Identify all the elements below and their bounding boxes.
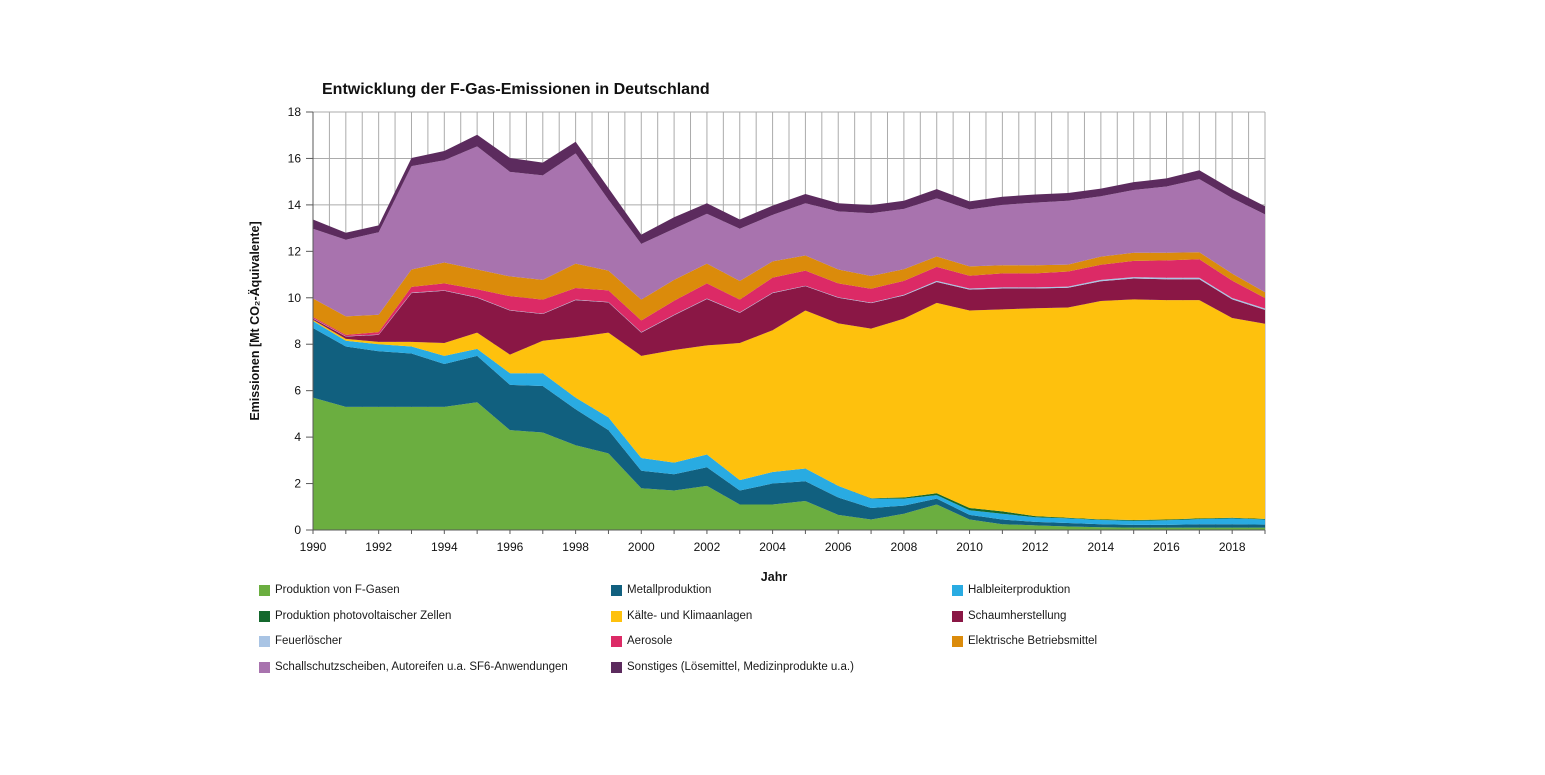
legend-swatch-icon — [611, 611, 622, 622]
y-tick-label: 8 — [294, 337, 301, 351]
legend-label: Aerosole — [627, 635, 673, 647]
axes — [306, 111, 1266, 534]
legend-label: Feuerlöscher — [275, 635, 343, 647]
y-tick-label: 16 — [288, 151, 302, 165]
chart-legend: Produktion von F-Gasen Metallproduktion Ha… — [0, 0, 1545, 673]
area-series-7 — [313, 259, 1265, 337]
legend-swatch-icon — [611, 662, 622, 673]
legend-swatch-icon — [259, 585, 270, 596]
legend-label: Elektrische Betriebsmittel — [968, 635, 1098, 647]
legend-swatch-icon — [611, 585, 622, 596]
legend-item-4: Kälte- und Klimaanlagen — [611, 610, 752, 623]
legend-item-1: Metallproduktion — [611, 584, 711, 597]
y-tick-label: 6 — [294, 384, 301, 398]
area-series-9 — [313, 146, 1265, 317]
x-tick-label: 2004 — [759, 540, 786, 554]
legend-item-10: Sonstiges (Lösemittel, Medizinprodukte u… — [611, 661, 854, 674]
y-tick-label: 4 — [294, 430, 301, 444]
legend-swatch-icon — [952, 636, 963, 647]
area-series-10 — [313, 134, 1265, 244]
y-tick-label: 0 — [294, 523, 301, 537]
x-tick-label: 2000 — [628, 540, 655, 554]
y-tick-label: 12 — [288, 244, 302, 258]
x-tick-label: 2012 — [1022, 540, 1049, 554]
legend-label: Kälte- und Klimaanlagen — [627, 610, 753, 622]
legend-label: Schaumherstellung — [968, 610, 1067, 622]
legend-item-5: Schaumherstellung — [952, 610, 1066, 623]
legend-swatch-icon — [259, 636, 270, 647]
x-tick-label: 2002 — [694, 540, 721, 554]
legend-swatch-icon — [259, 662, 270, 673]
legend-item-6: Feuerlöscher — [259, 635, 342, 648]
x-tick-label: 1996 — [497, 540, 524, 554]
x-tick-label: 2018 — [1219, 540, 1246, 554]
x-tick-label: 2014 — [1088, 540, 1115, 554]
legend-item-9: Schallschutzscheiben, Autoreifen u.a. SF… — [259, 661, 568, 674]
area-series-8 — [313, 252, 1265, 335]
x-tick-label: 2016 — [1153, 540, 1180, 554]
legend-item-8: Elektrische Betriebsmittel — [952, 635, 1097, 648]
legend-label: Schallschutzscheiben, Autoreifen u.a. SF… — [275, 661, 568, 673]
x-tick-label: 2006 — [825, 540, 852, 554]
legend-item-0: Produktion von F-Gasen — [259, 584, 400, 597]
x-tick-label: 2008 — [891, 540, 918, 554]
x-tick-label: 1990 — [300, 540, 327, 554]
legend-item-3: Produktion photovoltaischer Zellen — [259, 610, 451, 623]
area-series-4 — [313, 299, 1265, 521]
chart-title: Entwicklung der F-Gas-Emissionen in Deut… — [322, 81, 710, 98]
x-tick-label: 2010 — [956, 540, 983, 554]
y-tick-label: 14 — [288, 198, 302, 212]
x-tick-label: 1998 — [562, 540, 589, 554]
x-tick-label: 1994 — [431, 540, 458, 554]
area-series — [313, 134, 1265, 530]
legend-item-2: Halbleiterproduktion — [952, 584, 1070, 597]
y-tick-label: 10 — [288, 291, 302, 305]
y-tick-label: 18 — [288, 105, 302, 119]
legend-label: Sonstiges (Lösemittel, Medizinprodukte u… — [627, 661, 854, 673]
legend-label: Produktion photovoltaischer Zellen — [275, 610, 452, 622]
legend-swatch-icon — [259, 611, 270, 622]
x-axis-title: Jahr — [761, 570, 788, 584]
y-axis-title: Emissionen [Mt CO₂-Äquivalente] — [247, 221, 262, 420]
legend-swatch-icon — [611, 636, 622, 647]
area-series-0 — [313, 397, 1265, 530]
legend-swatch-icon — [952, 611, 963, 622]
axis-labels: Entwicklung der F-Gas-Emissionen in Deut… — [247, 81, 1246, 584]
legend-label: Halbleiterproduktion — [968, 584, 1071, 596]
area-series-5 — [313, 278, 1265, 356]
x-tick-label: 1992 — [365, 540, 392, 554]
y-tick-label: 2 — [294, 477, 301, 491]
area-series-1 — [313, 327, 1265, 528]
legend-item-7: Aerosole — [611, 635, 672, 648]
legend-label: Produktion von F-Gasen — [275, 584, 400, 596]
legend-swatch-icon — [952, 585, 963, 596]
legend-label: Metallproduktion — [627, 584, 712, 596]
